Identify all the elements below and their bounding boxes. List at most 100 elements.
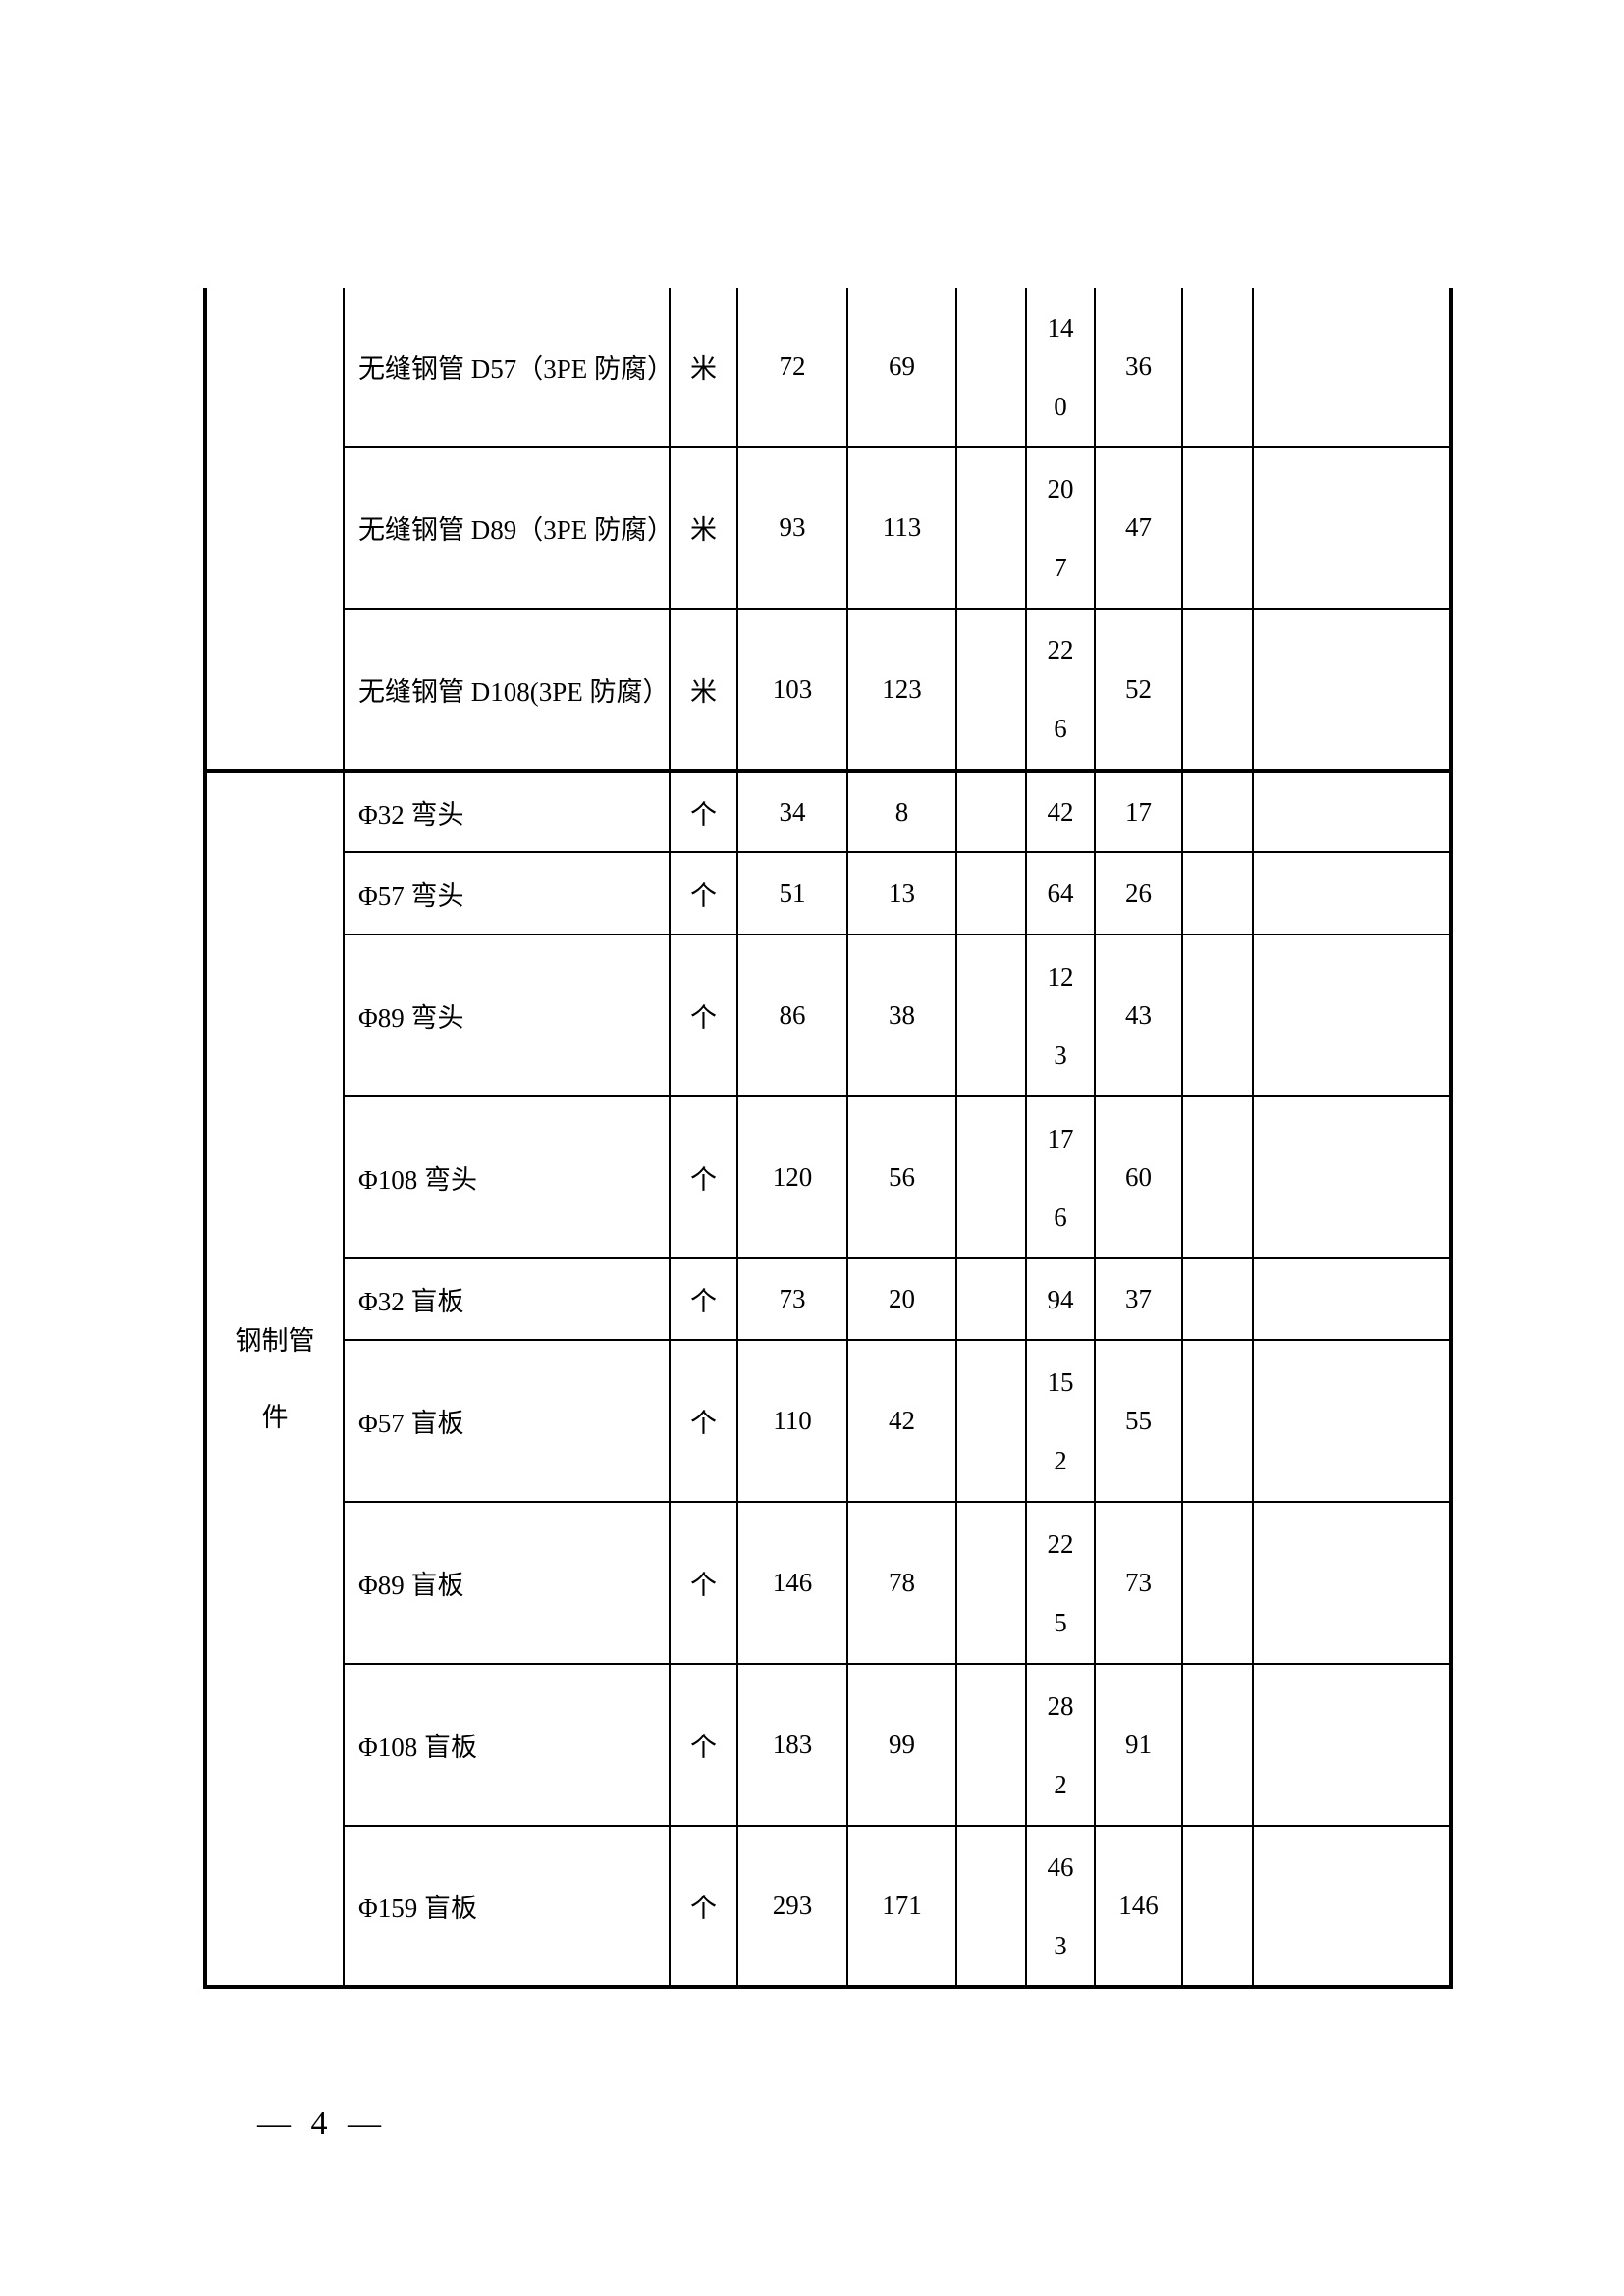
total-cell: 207 xyxy=(1025,447,1096,610)
unit-cell: 个 xyxy=(669,1502,738,1665)
item-name-cell: Φ32 弯头 xyxy=(343,771,671,853)
value-cell: 86 xyxy=(736,934,848,1097)
value-cell: 78 xyxy=(846,1502,957,1665)
total-cell: 152 xyxy=(1025,1340,1096,1503)
value-cell: 146 xyxy=(1094,1826,1183,1988)
unit-cell: 个 xyxy=(669,771,738,853)
table-row: Φ89 盲板个 146 78 225 73 xyxy=(205,1502,1452,1665)
item-name-cell: 无缝钢管 D108(3PE 防腐） xyxy=(343,609,671,773)
value-cell: 73 xyxy=(736,1258,848,1341)
value-cell: 34 xyxy=(736,771,848,853)
value-cell xyxy=(1181,1826,1254,1988)
item-name-cell: 无缝钢管 D89（3PE 防腐） xyxy=(343,447,674,610)
remark-cell xyxy=(1252,1502,1452,1665)
value-cell: 47 xyxy=(1094,447,1183,610)
page-number: — 4 — xyxy=(257,2106,387,2142)
value-cell: 37 xyxy=(1094,1258,1183,1341)
table-row: 无缝钢管 D89（3PE 防腐）米 93 113 207 47 xyxy=(205,447,1452,610)
value-cell: 13 xyxy=(846,852,957,935)
item-name-cell: Φ159 盲板 xyxy=(343,1826,671,1988)
value-cell: 72 xyxy=(736,288,848,448)
item-name-cell: Φ89 盲板 xyxy=(343,1502,671,1665)
item-name-cell: 无缝钢管 D57（3PE 防腐） xyxy=(343,288,674,448)
total-cell-text: 282 xyxy=(1047,1690,1074,1799)
table-row: Φ32 盲板个 73 20 94 37 xyxy=(205,1258,1452,1341)
table-row: 无缝钢管 D108(3PE 防腐）米 103 123 226 52 xyxy=(205,609,1452,773)
total-cell: 140 xyxy=(1025,288,1096,448)
remark-cell xyxy=(1252,1258,1452,1341)
total-cell-text: 140 xyxy=(1047,312,1074,421)
value-cell xyxy=(1181,852,1254,935)
value-cell xyxy=(1181,447,1254,610)
item-name-cell: Φ57 盲板 xyxy=(343,1340,671,1503)
item-name-cell: Φ108 弯头 xyxy=(343,1096,671,1259)
value-cell: 113 xyxy=(846,447,957,610)
value-cell: 8 xyxy=(846,771,957,853)
value-cell xyxy=(1181,1258,1254,1341)
remark-cell xyxy=(1252,771,1452,853)
value-cell: 93 xyxy=(736,447,848,610)
value-cell: 60 xyxy=(1094,1096,1183,1259)
value-cell xyxy=(955,771,1027,853)
value-cell: 36 xyxy=(1094,288,1183,448)
item-name-cell: Φ89 弯头 xyxy=(343,934,671,1097)
total-cell-text: 64 xyxy=(1047,879,1074,908)
table-row: Φ108 弯头个 120 56 176 60 xyxy=(205,1096,1452,1259)
table-row: Φ108 盲板个 183 99 282 91 xyxy=(205,1664,1452,1827)
total-cell-text: 176 xyxy=(1047,1123,1074,1232)
table-row: Φ159 盲板个 293 171 463 146 xyxy=(205,1826,1452,1988)
value-cell: 99 xyxy=(846,1664,957,1827)
remark-cell xyxy=(1252,1340,1452,1503)
value-cell: 110 xyxy=(736,1340,848,1503)
item-name-cell: Φ108 盲板 xyxy=(343,1664,671,1827)
unit-cell: 个 xyxy=(669,1826,738,1988)
table-row: 无缝钢管 D57（3PE 防腐）米 72 69 140 36 xyxy=(204,288,1452,773)
total-cell: 463 xyxy=(1025,1826,1096,1988)
value-cell: 51 xyxy=(736,852,848,935)
item-name-cell: Φ32 盲板 xyxy=(343,1258,671,1341)
remark-cell xyxy=(1252,609,1452,773)
total-cell-text: 226 xyxy=(1047,635,1074,743)
value-cell: 56 xyxy=(846,1096,957,1259)
total-cell: 123 xyxy=(1025,934,1096,1097)
value-cell xyxy=(1181,934,1254,1097)
value-cell: 43 xyxy=(1094,934,1183,1097)
value-cell xyxy=(1181,1502,1254,1665)
table-row: Φ57 弯头个 51 13 64 26 xyxy=(205,852,1452,935)
unit-cell: 米 xyxy=(669,447,738,610)
value-cell xyxy=(1181,288,1254,448)
remark-cell xyxy=(1252,934,1452,1097)
value-cell xyxy=(955,609,1027,773)
value-cell: 69 xyxy=(846,288,957,448)
value-cell: 146 xyxy=(736,1502,848,1665)
total-cell: 42 xyxy=(1025,771,1096,853)
value-cell xyxy=(1181,1096,1254,1259)
unit-cell: 个 xyxy=(669,1664,738,1827)
value-cell xyxy=(955,1502,1027,1665)
total-cell: 225 xyxy=(1025,1502,1096,1665)
total-cell: 226 xyxy=(1025,609,1096,773)
total-cell-text: 94 xyxy=(1047,1284,1074,1314)
value-cell: 293 xyxy=(736,1826,848,1988)
value-cell: 38 xyxy=(846,934,957,1097)
total-cell-text: 225 xyxy=(1047,1528,1074,1637)
remark-cell xyxy=(1252,1664,1452,1827)
value-cell xyxy=(955,1340,1027,1503)
category-cell-text: 钢制管件 xyxy=(235,1325,315,1432)
value-cell xyxy=(1181,771,1254,853)
value-cell xyxy=(955,1258,1027,1341)
value-cell xyxy=(955,1096,1027,1259)
value-cell: 73 xyxy=(1094,1502,1183,1665)
unit-cell: 个 xyxy=(669,934,738,1097)
total-cell-text: 207 xyxy=(1047,473,1074,582)
total-cell-text: 123 xyxy=(1047,961,1074,1070)
value-cell xyxy=(1181,1340,1254,1503)
value-cell: 52 xyxy=(1094,609,1183,773)
unit-cell: 米 xyxy=(669,288,738,448)
value-cell xyxy=(955,852,1027,935)
table-row: 钢制管件 Φ32 弯头个 34 8 42 17 xyxy=(204,771,1452,1988)
value-cell xyxy=(955,1826,1027,1988)
total-cell-text: 152 xyxy=(1047,1366,1074,1475)
value-cell: 103 xyxy=(736,609,848,773)
value-cell: 26 xyxy=(1094,852,1183,935)
